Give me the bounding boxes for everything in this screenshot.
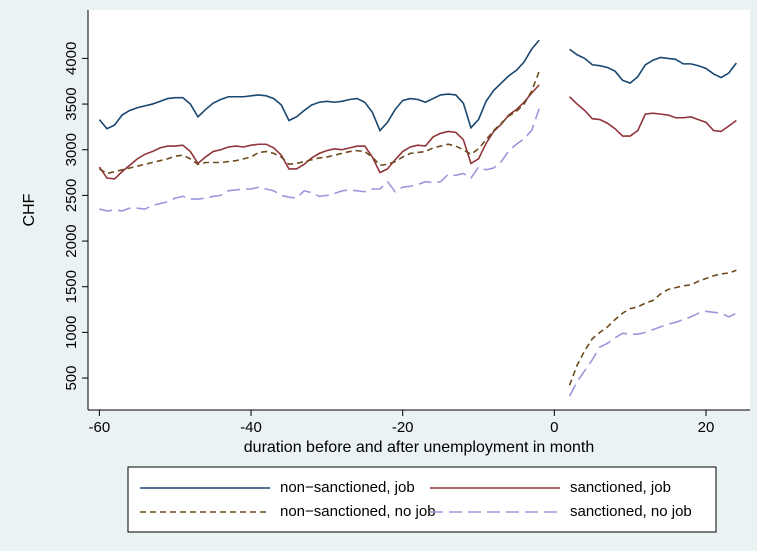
series-line — [98, 70, 737, 386]
y-tick-label: 3000 — [63, 133, 80, 166]
legend-label: non−sanctioned, no job — [280, 503, 436, 520]
series-line — [99, 108, 737, 397]
x-tick-label: 20 — [698, 419, 715, 436]
x-tick-label: 0 — [550, 419, 558, 436]
y-tick-label: 500 — [63, 366, 80, 391]
y-tick-label: 2500 — [63, 179, 80, 212]
x-tick-label: -20 — [392, 419, 414, 436]
series-line — [98, 39, 737, 133]
y-tick-label: 4000 — [63, 42, 80, 75]
series-line — [98, 84, 737, 180]
legend-label: sanctioned, no job — [570, 503, 692, 520]
y-tick-label: 1500 — [63, 270, 80, 303]
x-tick-label: -40 — [240, 419, 262, 436]
x-tick-label: -60 — [89, 419, 111, 436]
legend-label: non−sanctioned, job — [280, 479, 415, 496]
legend-label: sanctioned, job — [570, 479, 671, 496]
y-axis-label: CHF — [21, 193, 38, 226]
plot-area — [88, 10, 750, 410]
y-tick-label: 3500 — [63, 87, 80, 120]
y-tick-label: 1000 — [63, 316, 80, 349]
legend — [127, 466, 717, 533]
y-tick-label: 2000 — [63, 224, 80, 257]
x-axis-label: duration before and after unemployment i… — [244, 439, 594, 456]
